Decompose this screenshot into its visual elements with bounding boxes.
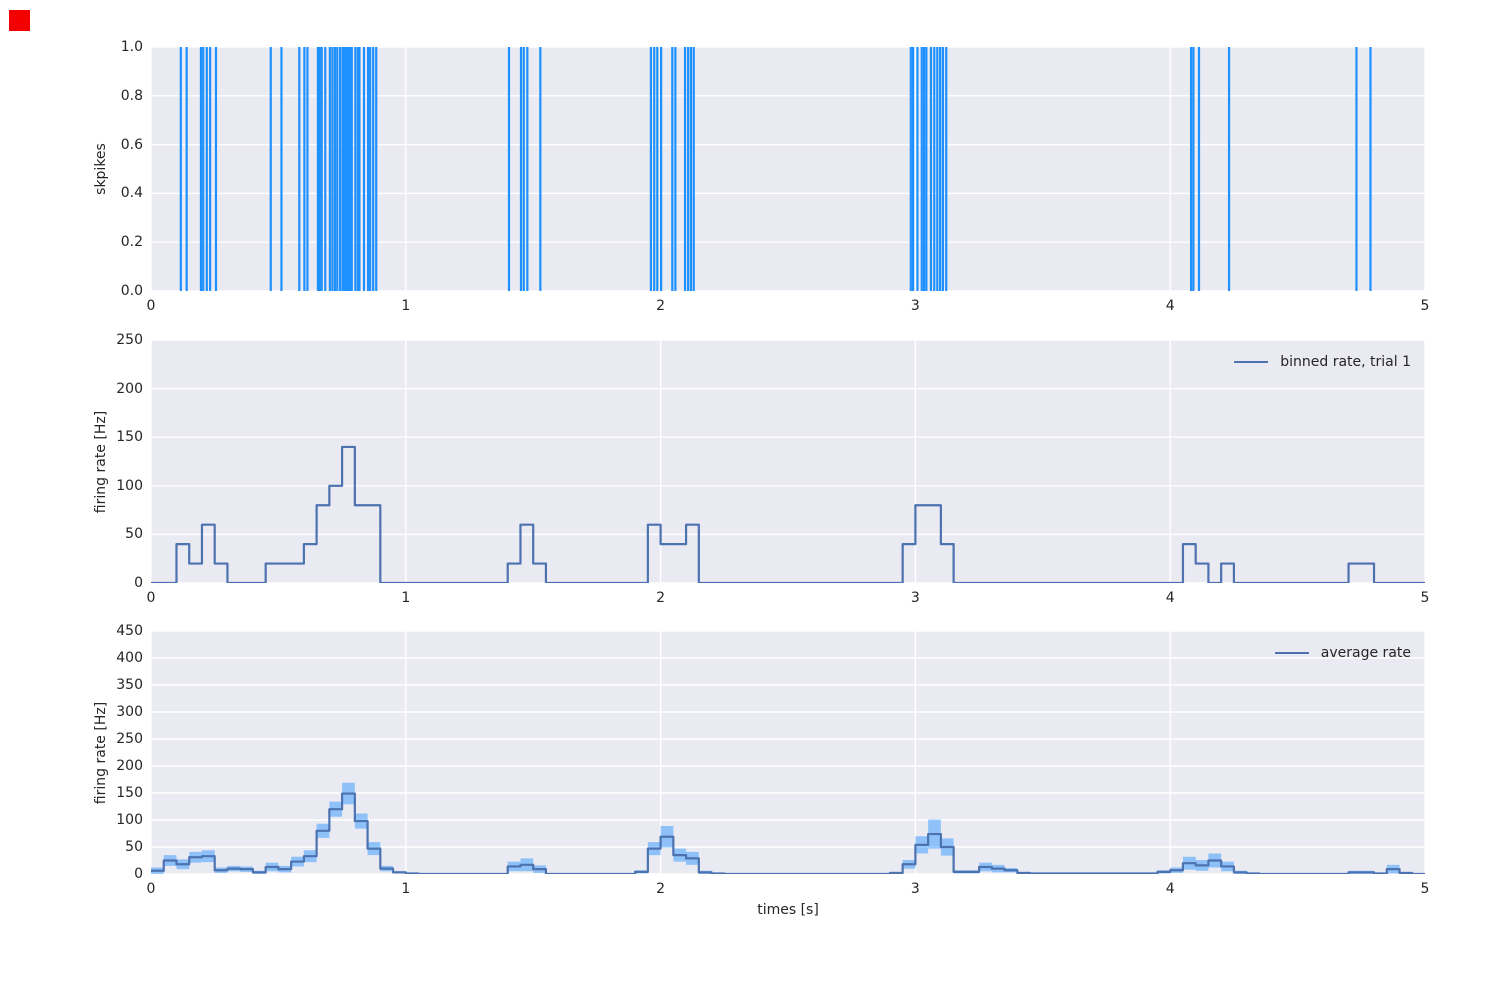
- spike-raster-plot: [151, 47, 1425, 291]
- x-tick-label: 2: [656, 881, 666, 897]
- x-tick-label: 2: [656, 298, 666, 314]
- x-tick-label: 1: [401, 590, 411, 606]
- legend-label: average rate: [1320, 645, 1411, 661]
- y-tick-label: 1.0: [120, 39, 143, 55]
- x-tick-label: 1: [401, 298, 411, 314]
- x-tick-label: 3: [910, 590, 920, 606]
- binned-y-axis-label: firing rate [Hz]: [93, 410, 109, 513]
- y-tick-label: 100: [116, 812, 143, 828]
- legend-binned-rate: binned rate, trial 1: [1234, 354, 1411, 370]
- x-tick-label: 0: [146, 881, 156, 897]
- x-tick-label: 4: [1165, 298, 1175, 314]
- y-tick-label: 250: [116, 731, 143, 747]
- legend-label: binned rate, trial 1: [1280, 354, 1411, 370]
- x-tick-label: 1: [401, 881, 411, 897]
- y-tick-label: 150: [116, 785, 143, 801]
- y-tick-label: 0: [134, 575, 143, 591]
- x-tick-label: 4: [1165, 881, 1175, 897]
- y-tick-label: 200: [116, 758, 143, 774]
- x-tick-label: 3: [910, 881, 920, 897]
- x-axis-label: times [s]: [757, 902, 819, 918]
- legend-line-swatch: [1274, 652, 1309, 654]
- y-tick-label: 250: [116, 332, 143, 348]
- average-rate-plot: [151, 631, 1425, 874]
- y-tick-label: 50: [125, 839, 143, 855]
- y-tick-label: 50: [125, 526, 143, 543]
- x-tick-label: 2: [656, 590, 666, 606]
- x-tick-label: 4: [1165, 590, 1175, 606]
- y-tick-label: 300: [116, 704, 143, 720]
- y-tick-label: 0.2: [120, 234, 143, 251]
- y-tick-label: 0.4: [120, 185, 143, 202]
- x-tick-label: 0: [146, 590, 156, 606]
- red-square-indicator: [9, 10, 30, 31]
- x-tick-label: 5: [1420, 881, 1430, 897]
- legend-average-rate: average rate: [1274, 645, 1411, 661]
- x-tick-label: 0: [146, 298, 156, 314]
- y-tick-label: 100: [116, 477, 143, 494]
- y-tick-label: 0.6: [120, 136, 143, 153]
- y-tick-label: 150: [116, 429, 143, 446]
- binned-rate-plot: [151, 340, 1425, 583]
- x-tick-label: 5: [1420, 298, 1430, 314]
- y-tick-label: 450: [116, 623, 143, 639]
- legend-line-swatch: [1234, 361, 1269, 363]
- y-tick-label: 400: [116, 650, 143, 666]
- y-tick-label: 0.0: [120, 283, 143, 299]
- y-tick-label: 0: [134, 866, 143, 882]
- x-tick-label: 5: [1420, 590, 1430, 606]
- x-tick-label: 3: [910, 298, 920, 314]
- y-tick-label: 0.8: [120, 87, 143, 104]
- y-tick-label: 350: [116, 677, 143, 693]
- y-tick-label: 200: [116, 380, 143, 397]
